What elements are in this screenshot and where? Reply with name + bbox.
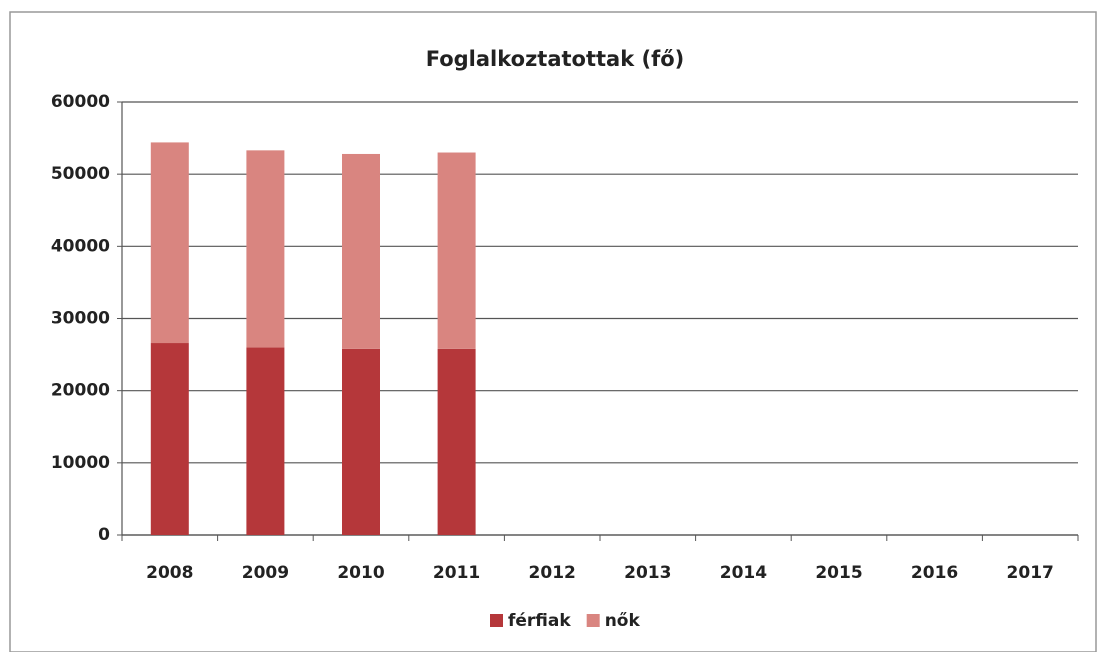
bar-segment: [437, 348, 476, 535]
bar-segment: [246, 150, 285, 348]
x-tick-label: 2017: [1007, 563, 1054, 583]
chart-border: [9, 11, 1097, 653]
x-tick-label: 2016: [911, 563, 958, 583]
y-tick-label: 10000: [51, 453, 110, 473]
bar-segment: [437, 152, 476, 349]
x-tick-label: 2013: [624, 563, 671, 583]
y-tick-label: 40000: [51, 236, 110, 256]
legend-label: férfiak: [508, 611, 571, 631]
x-tick-label: 2012: [529, 563, 576, 583]
y-tick-label: 60000: [51, 92, 110, 112]
x-tick-label: 2011: [433, 563, 480, 583]
bar-segment: [246, 347, 285, 535]
bar-segment: [150, 142, 189, 344]
bar-segment: [342, 153, 380, 349]
x-tick-label: 2014: [720, 563, 767, 583]
x-tick-label: 2010: [337, 563, 384, 583]
y-tick-label: 30000: [51, 309, 110, 329]
chart-title: Foglalkoztatottak (fő): [426, 47, 685, 71]
y-tick-label: 20000: [51, 381, 110, 401]
legend-swatch: [490, 614, 503, 627]
legend-label: nők: [605, 611, 641, 631]
y-tick-label: 0: [98, 525, 110, 545]
x-tick-label: 2015: [815, 563, 862, 583]
x-tick-label: 2008: [146, 563, 193, 583]
legend-swatch: [586, 614, 600, 627]
x-tick-label: 2009: [242, 563, 289, 583]
y-tick-label: 50000: [51, 164, 110, 184]
bar-segment: [342, 348, 380, 535]
bar-segment: [150, 343, 189, 535]
